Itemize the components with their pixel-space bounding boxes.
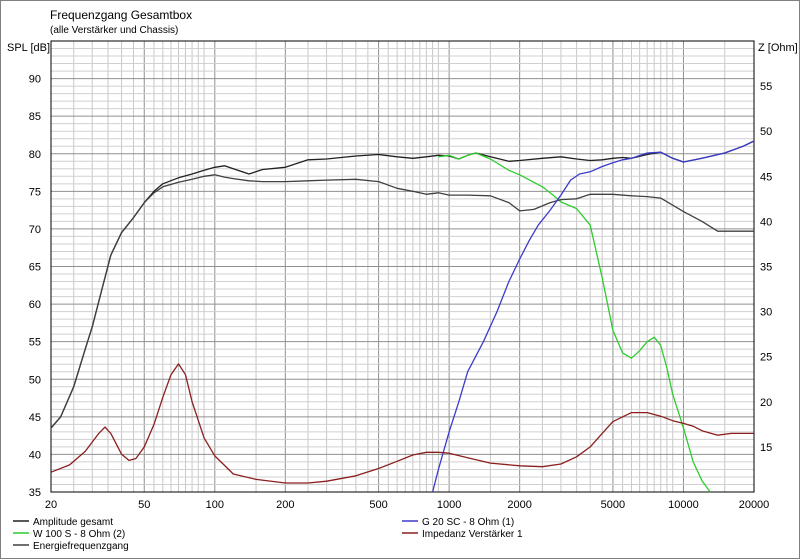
tick-labels: 20 50 100 200 500 1000 2000 5000 10000 20000 35 40 4… <box>29 74 773 511</box>
y-left-tick-label: 90 <box>29 74 41 86</box>
y-left-tick-label: 40 <box>29 449 41 461</box>
y-left-tick-label: 55 <box>29 337 41 349</box>
y-right-tick-label: 25 <box>760 352 772 364</box>
y-left-tick-label: 50 <box>29 374 41 386</box>
y-left-tick-label: 75 <box>29 186 41 198</box>
y-left-tick-label: 85 <box>29 111 41 123</box>
x-tick-label: 100 <box>206 499 224 511</box>
y-left-tick-label: 80 <box>29 149 41 161</box>
y-right-tick-label: 20 <box>760 397 772 409</box>
legend-label: Impedanz Verstärker 1 <box>422 529 523 540</box>
y-right-tick-label: 55 <box>760 81 772 93</box>
y-right-tick-label: 35 <box>760 262 772 274</box>
x-tick-label: 500 <box>369 499 387 511</box>
x-tick-label: 200 <box>276 499 294 511</box>
legend-label: G 20 SC - 8 Ohm (1) <box>422 517 514 528</box>
series-lines <box>50 140 755 493</box>
x-tick-label: 10000 <box>668 499 699 511</box>
series-line-4 <box>431 140 755 493</box>
y-right-tick-label: 15 <box>760 442 772 454</box>
x-tick-label: 20 <box>45 499 57 511</box>
x-tick-label: 20000 <box>739 499 770 511</box>
y-left-tick-label: 45 <box>29 412 41 424</box>
y-left-tick-label: 70 <box>29 224 41 236</box>
legend-label: Amplitude gesamt <box>33 517 113 528</box>
chart-subtitle: (alle Verstärker und Chassis) <box>50 25 178 36</box>
series-line-3 <box>50 174 754 429</box>
x-tick-label: 1000 <box>437 499 461 511</box>
grid <box>51 41 754 492</box>
y-left-tick-label: 65 <box>29 262 41 274</box>
y-left-tick-label: 35 <box>29 487 41 499</box>
chart-title: Frequenzgang Gesamtbox <box>50 8 192 22</box>
y-right-tick-label: 40 <box>760 216 772 228</box>
y-axis-right-label: Z [Ohm] <box>758 42 798 54</box>
series-line-2 <box>438 152 711 493</box>
plot-area <box>50 40 755 493</box>
series-line-5 <box>50 363 754 484</box>
y-left-tick-label: 60 <box>29 299 41 311</box>
legend-label: W 100 S - 8 Ohm (2) <box>33 529 125 540</box>
y-right-tick-label: 50 <box>760 126 772 138</box>
x-tick-label: 50 <box>138 499 150 511</box>
y-axis-left-label: SPL [dB] <box>7 42 50 54</box>
legend-label: Energiefrequenzgang <box>33 541 129 552</box>
x-tick-label: 5000 <box>601 499 625 511</box>
y-right-tick-label: 30 <box>760 307 772 319</box>
y-right-tick-label: 45 <box>760 171 772 183</box>
x-tick-label: 2000 <box>507 499 531 511</box>
